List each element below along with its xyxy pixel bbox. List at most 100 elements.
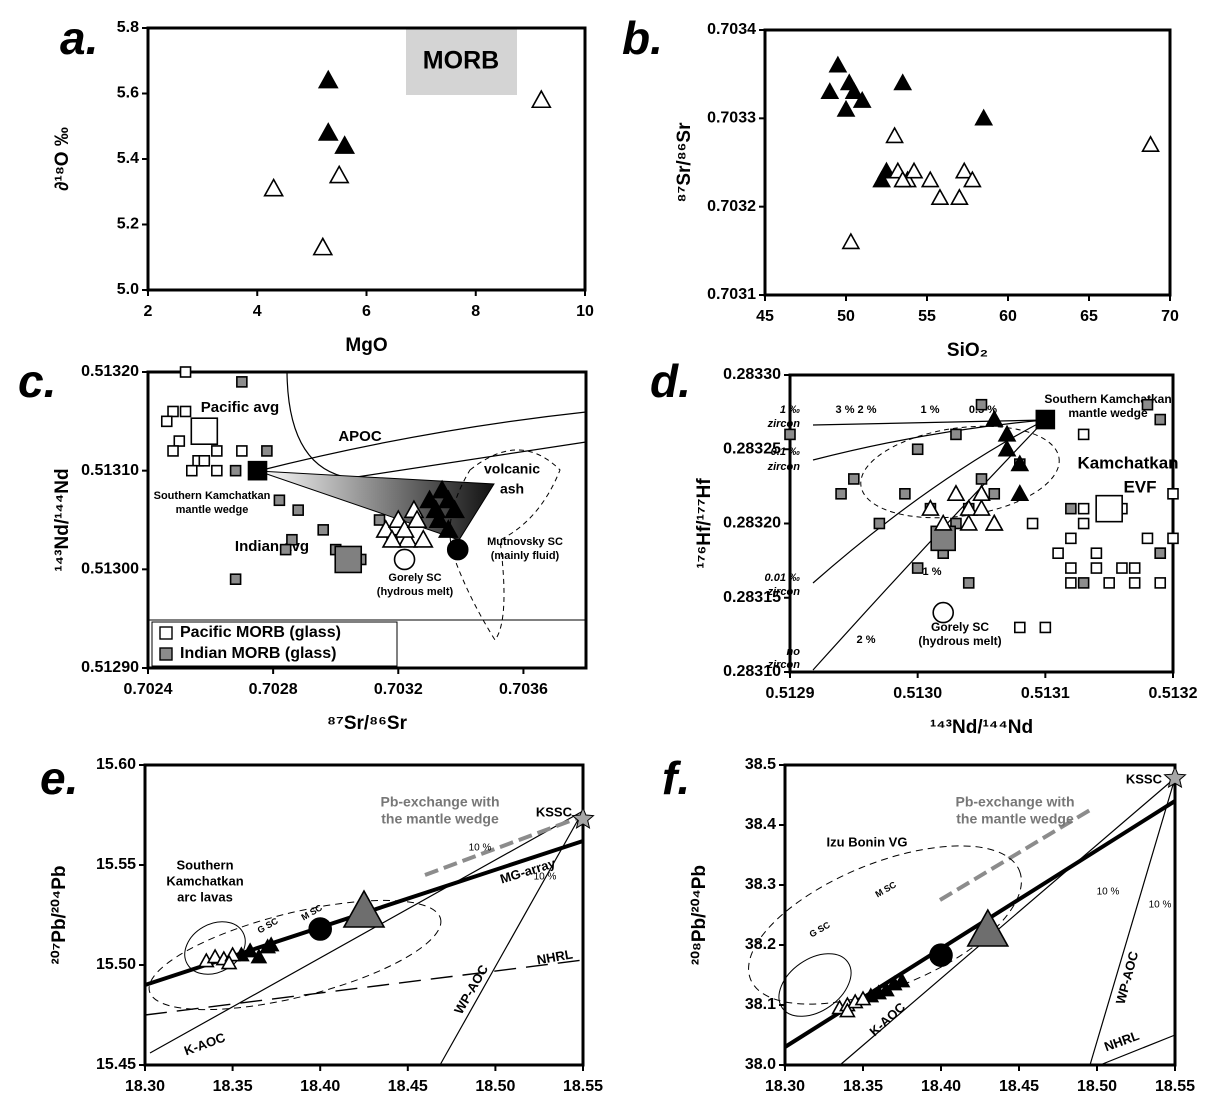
morb-field (406, 28, 517, 95)
triangle-marker (206, 948, 224, 964)
square-marker (1154, 413, 1167, 426)
square-marker (1128, 562, 1141, 574)
y-tick-label: 0.51290 (81, 659, 139, 676)
square-marker (873, 517, 886, 530)
triangle-marker (893, 73, 913, 91)
y-tick-label: 15.55 (96, 856, 136, 873)
panel-label: b. (622, 12, 663, 64)
annotation: the mantle wedge (956, 811, 1074, 827)
x-tick-label: 18.40 (921, 1078, 961, 1095)
circle-marker (393, 548, 416, 571)
field (184, 921, 246, 975)
y-tick-label: 38.2 (745, 936, 776, 953)
y-axis-label: ²⁰⁸Pb/²⁰⁴Pb (689, 865, 710, 965)
square-marker (1090, 547, 1103, 560)
y-tick-label: 38.5 (745, 756, 776, 773)
square-marker (186, 464, 198, 477)
square-marker (1116, 562, 1128, 574)
annotation: Southern Kamchatkan (1044, 392, 1171, 406)
triangle-marker (839, 1002, 856, 1018)
triangle-marker (997, 439, 1017, 457)
square-marker (1167, 487, 1179, 500)
annotation: 1 % (923, 566, 942, 578)
annotation: 0.1 ‰ (771, 446, 800, 458)
y-tick-label: 0.28325 (723, 440, 781, 457)
square-marker (273, 494, 286, 507)
annotation: 1 % (921, 404, 940, 416)
plot-frame (143, 763, 585, 1067)
panel-label: e. (40, 752, 78, 804)
annotation: volcanic (484, 461, 540, 477)
annotation: arc lavas (177, 889, 233, 904)
y-tick-label: 38.0 (745, 1056, 776, 1073)
x-tick-label: 2 (144, 303, 153, 320)
y-axis-label: ⁸⁷Sr/⁸⁶Sr (674, 122, 695, 203)
circle-marker (446, 538, 469, 561)
circle-marker (308, 917, 333, 941)
square-marker (159, 647, 173, 661)
wp-aoc (1089, 777, 1176, 1066)
x-tick-label: 50 (837, 308, 855, 325)
y-tick-label: 0.51320 (81, 363, 139, 380)
square-marker (211, 464, 223, 477)
x-tick-label: 18.50 (1077, 1078, 1117, 1095)
square-marker (317, 524, 330, 536)
triangle-marker (933, 513, 953, 531)
square-marker (911, 443, 924, 456)
field (748, 845, 1022, 1005)
x-axis-label: ⁸⁷Sr/⁸⁶Sr (327, 713, 408, 734)
y-axis-label: ²⁰⁷Pb/²⁰⁴Pb (49, 866, 70, 965)
x-tick-label: 0.7024 (124, 681, 173, 698)
triangle-marker (972, 499, 991, 516)
annotation: Pb-exchange with (955, 794, 1074, 810)
panel-label: a. (60, 12, 98, 64)
triangle-marker (893, 170, 913, 188)
square-marker (975, 473, 988, 485)
square-marker (211, 445, 223, 457)
apoc-curve (257, 411, 587, 472)
x-tick-label: 18.45 (999, 1078, 1039, 1095)
annotation: zircon (767, 461, 801, 473)
annotation: Pb-exchange with (380, 794, 499, 810)
annotation: 10 % (534, 872, 557, 883)
legend-label: Indian MORB (glass) (180, 645, 336, 662)
square-marker (1077, 502, 1090, 515)
annotation: the mantle wedge (381, 811, 499, 827)
triangle-marker (950, 188, 969, 206)
annotation: Mutnovsky SC (487, 536, 563, 548)
y-tick-label: 5.6 (117, 85, 139, 102)
x-tick-label: 60 (999, 308, 1017, 325)
triangle-marker (406, 509, 428, 529)
triangle-marker (394, 519, 415, 538)
pb-exchange (938, 808, 1092, 902)
y-tick-label: 0.28330 (723, 366, 781, 383)
triangle-marker (437, 519, 459, 538)
square-marker (279, 543, 292, 556)
square-marker (160, 415, 173, 428)
annotation: WP-AOC (1113, 949, 1142, 1006)
annotation: KSSC (536, 804, 573, 819)
square-marker (848, 473, 860, 485)
nhrl (1099, 1034, 1176, 1066)
square-marker (1065, 502, 1077, 515)
square-marker (1026, 517, 1039, 530)
x-tick-label: 18.50 (475, 1078, 515, 1095)
triangle-marker (250, 948, 268, 964)
x-tick-label: 18.55 (563, 1078, 603, 1095)
annotation: zircon (767, 659, 801, 671)
annotation: zircon (767, 586, 801, 598)
square-marker (334, 545, 363, 574)
square-marker (173, 435, 186, 447)
annotation: APOC (338, 428, 382, 445)
plot-frame (146, 370, 588, 670)
triangle-marker (263, 177, 284, 197)
y-tick-label: 0.7031 (707, 286, 756, 303)
triangle-marker (954, 161, 974, 179)
square-marker (899, 487, 911, 500)
annotation: MORB (423, 47, 499, 75)
y-tick-label: 5.8 (117, 19, 139, 36)
triangle-marker (966, 908, 1010, 947)
square-marker (1141, 532, 1154, 545)
triangle-marker (828, 55, 848, 73)
